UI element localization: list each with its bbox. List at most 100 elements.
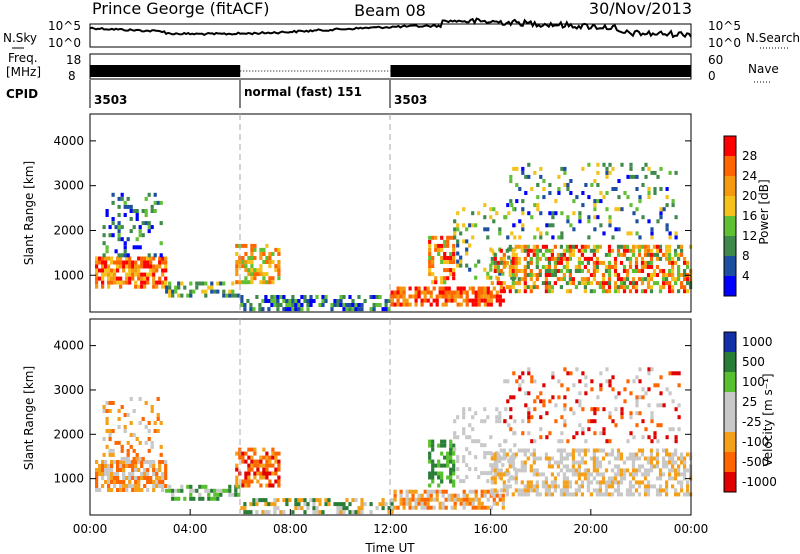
velocity-cell-480 <box>405 489 409 494</box>
velocity-cell-177 <box>126 456 130 461</box>
velocity-cell-1018 <box>616 456 621 461</box>
velocity-cell-423 <box>327 502 331 507</box>
velocity-cell-323 <box>262 475 266 480</box>
velocity-cell-354 <box>274 451 278 456</box>
power-cell-296 <box>244 243 248 248</box>
power-cell-1268 <box>572 211 576 216</box>
velocity-cell-964 <box>595 488 599 493</box>
power-cell-1063 <box>634 265 639 269</box>
velocity-cell-677 <box>468 407 472 412</box>
velocity-cell-898 <box>565 468 569 473</box>
nsearch-tick-high: 10^5 <box>708 19 741 33</box>
velocity-cell-402 <box>300 506 304 511</box>
power-cell-26 <box>107 280 111 285</box>
velocity-cell-1217 <box>539 427 543 432</box>
velocity-cell-1068 <box>640 452 645 457</box>
cpid-segment-3: 3503 <box>394 93 427 107</box>
power-cell-363 <box>246 299 250 303</box>
velocity-cell-946 <box>586 480 590 485</box>
velocity-cell-8 <box>98 472 102 476</box>
power-cell-485 <box>399 286 403 291</box>
power-cell-823 <box>526 248 530 253</box>
velocity-cell-438 <box>348 502 352 507</box>
power-cell-1107 <box>652 269 657 273</box>
power-cell-945 <box>580 244 584 249</box>
power-cell-830 <box>529 260 533 265</box>
velocity-cell-860 <box>547 456 551 461</box>
velocity-cell-479 <box>405 493 409 498</box>
power-cell-233 <box>174 289 178 294</box>
power-cell-1232 <box>539 174 543 179</box>
power-cell-678 <box>459 255 463 260</box>
power-cell-474 <box>393 302 397 307</box>
power-cell-1154 <box>674 281 678 286</box>
power-cell-274 <box>235 272 239 277</box>
velocity-cell-225 <box>174 496 178 501</box>
velocity-cell-309 <box>253 459 257 464</box>
velocity-cell-1160 <box>683 468 687 473</box>
power-cell-548 <box>456 286 460 291</box>
velocity-cell-692 <box>483 451 487 456</box>
power-cell-1136 <box>668 289 672 294</box>
velocity-cell-1194 <box>521 419 525 424</box>
power-cell-746 <box>493 269 497 273</box>
power-cell-185 <box>129 229 133 234</box>
velocity-cell-905 <box>568 468 572 473</box>
power-cell-454 <box>369 307 373 312</box>
velocity-cell-475 <box>402 501 406 506</box>
velocity-cell-443 <box>357 510 361 515</box>
power-cell-205 <box>144 213 148 217</box>
power-cell-345 <box>271 276 275 281</box>
velocity-cell-1132 <box>671 464 675 469</box>
power-cell-1157 <box>674 252 678 257</box>
power-cell-262 <box>222 293 226 298</box>
velocity-cell-1247 <box>566 387 570 392</box>
velocity-cell-45 <box>116 468 120 472</box>
power-cell-379 <box>273 303 277 307</box>
velocity-cell-629 <box>446 455 450 460</box>
velocity-cell-347 <box>271 451 275 456</box>
power-cell-69 <box>128 264 132 269</box>
power-cell-114 <box>152 284 156 289</box>
velocity-cell-859 <box>547 460 551 465</box>
velocity-cell-1214 <box>533 379 537 384</box>
power-cell-951 <box>583 256 587 261</box>
power-cell-1356 <box>653 191 657 195</box>
power-cell-307 <box>250 260 254 264</box>
freq-band-3 <box>390 65 691 77</box>
velocity-cell-451 <box>369 502 373 507</box>
velocity-cell-759 <box>499 488 503 493</box>
power-cell-1327 <box>629 231 633 236</box>
power-cell-952 <box>583 248 587 253</box>
power-cell-1050 <box>628 256 633 261</box>
velocity-cell-811 <box>523 464 527 469</box>
power-cell-756 <box>499 289 503 294</box>
power-cell-893 <box>556 252 560 257</box>
velocity-cell-1218 <box>539 415 543 420</box>
power-cell-399 <box>291 299 295 303</box>
velocity-cell-243 <box>201 496 205 501</box>
power-cell-197 <box>138 245 142 250</box>
power-cell-1324 <box>626 231 630 236</box>
velocity-cell-474 <box>402 505 406 510</box>
velocity-cell-1139 <box>674 472 678 477</box>
cpid-segment-1: 3503 <box>94 93 127 107</box>
power-cell-332 <box>262 247 266 252</box>
power-cell-461 <box>378 303 382 307</box>
velocity-cell-893 <box>565 492 569 497</box>
power-cell-76 <box>131 260 135 265</box>
power-cell-1114 <box>655 252 660 257</box>
velocity-cell-1131 <box>671 468 675 473</box>
power-cell-246 <box>195 285 199 290</box>
velocity-cell-568 <box>483 505 487 510</box>
velocity-cell-263 <box>228 488 232 493</box>
velocity-cell-919 <box>574 468 578 473</box>
velocity-cell-599 <box>431 475 435 480</box>
power-cell-569 <box>474 290 478 295</box>
velocity-cell-284 <box>241 455 245 460</box>
power-cell-130 <box>161 284 165 289</box>
power-cell-1185 <box>686 260 690 265</box>
velocity-cell-571 <box>486 505 490 510</box>
velocity-cell-1331 <box>644 427 648 432</box>
velocity-cell-469 <box>396 505 400 510</box>
